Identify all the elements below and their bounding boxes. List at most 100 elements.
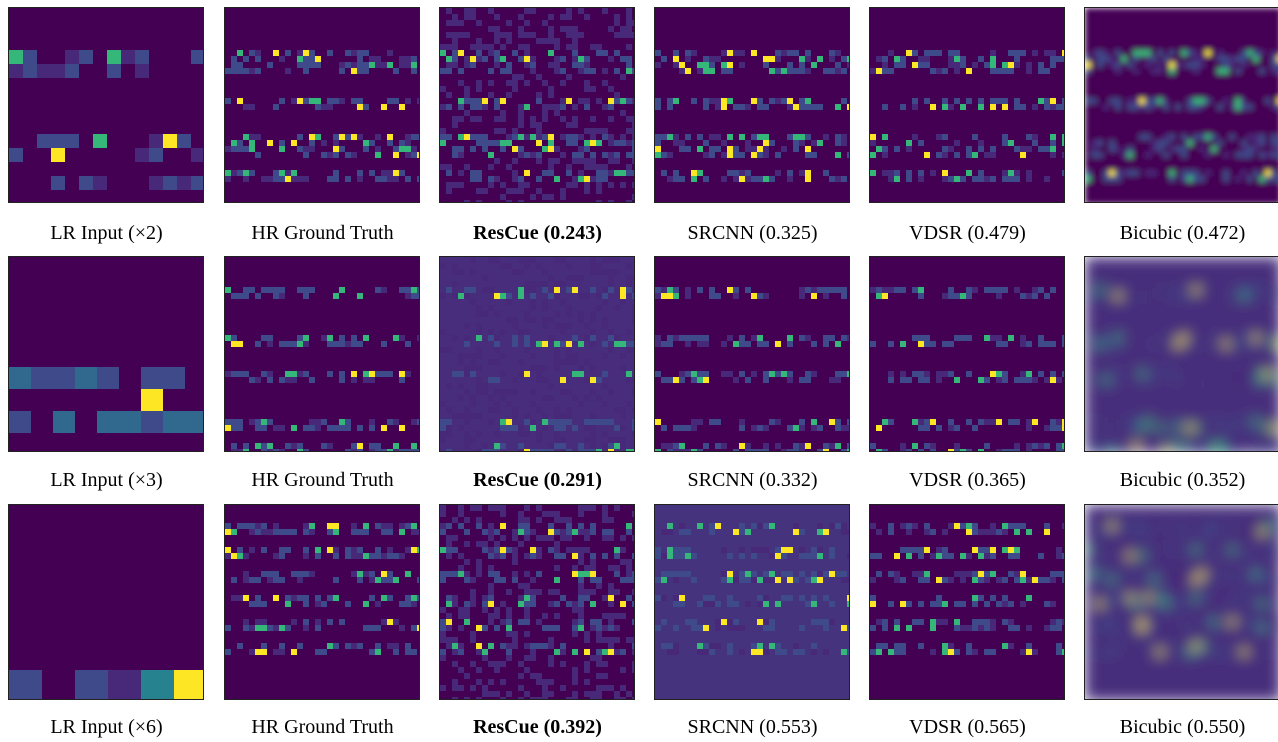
pixel — [1062, 649, 1064, 655]
pixel — [1235, 419, 1241, 425]
pixel — [799, 293, 805, 299]
pixel — [506, 691, 512, 697]
pixel — [225, 287, 231, 293]
pixel — [620, 26, 626, 32]
pixel — [805, 50, 811, 56]
pixel — [524, 595, 530, 601]
pixel — [572, 38, 578, 44]
pixel — [351, 68, 357, 74]
pixel — [405, 341, 411, 347]
pixel — [1014, 287, 1020, 293]
pixel — [560, 359, 566, 365]
pixel — [327, 443, 333, 449]
pixel — [560, 188, 566, 194]
pixel — [191, 148, 203, 162]
pixel — [446, 619, 452, 625]
heatmap-image — [655, 8, 849, 202]
pixel — [1050, 419, 1056, 425]
pixel — [369, 377, 375, 383]
pixel — [811, 104, 817, 110]
pixel — [488, 571, 494, 577]
pixel — [1002, 287, 1008, 293]
pixel — [1097, 619, 1103, 625]
pixel — [1109, 523, 1115, 529]
pixel — [590, 152, 596, 158]
pixel — [805, 68, 811, 74]
pixel — [799, 377, 805, 383]
pixel — [548, 383, 554, 389]
pixel — [984, 377, 990, 383]
pixel — [1044, 176, 1050, 182]
pixel — [1026, 377, 1032, 383]
pixel — [679, 68, 685, 74]
pixel — [715, 134, 721, 140]
pixel — [1139, 287, 1145, 293]
pixel — [566, 353, 572, 359]
pixel — [315, 56, 321, 62]
pixel — [1151, 68, 1157, 74]
pixel — [387, 619, 393, 625]
pixel — [345, 152, 351, 158]
pixel — [476, 104, 482, 110]
pixel — [399, 425, 405, 431]
pixel — [141, 670, 174, 699]
pixel — [876, 449, 882, 451]
pixel — [763, 62, 769, 68]
pixel — [1091, 146, 1097, 152]
pixel — [1032, 140, 1038, 146]
pixel — [530, 449, 536, 451]
pixel — [351, 371, 357, 377]
pixel — [608, 170, 614, 176]
pixel — [614, 565, 620, 571]
pixel — [417, 176, 419, 182]
pixel — [363, 50, 369, 56]
pixel — [739, 371, 745, 377]
pixel — [1139, 293, 1145, 299]
pixel — [470, 146, 476, 152]
pixel — [1103, 104, 1109, 110]
pixel — [1044, 146, 1050, 152]
pixel — [620, 110, 626, 116]
pixel — [470, 257, 476, 263]
pixel — [369, 425, 375, 431]
pixel — [948, 50, 954, 56]
pixel — [1085, 443, 1091, 449]
pixel — [572, 625, 578, 631]
pixel — [1127, 152, 1133, 158]
pixel — [1121, 152, 1127, 158]
pixel — [906, 523, 912, 529]
pixel — [763, 152, 769, 158]
pixel — [972, 529, 978, 535]
pixel — [93, 134, 107, 148]
pixel — [1271, 293, 1277, 299]
pixel — [882, 287, 888, 293]
pixel — [894, 287, 900, 293]
pixel — [518, 44, 524, 50]
pixel — [464, 541, 470, 547]
pixel — [823, 443, 829, 449]
pixel — [177, 176, 191, 190]
pixel — [697, 601, 703, 607]
pixel — [536, 188, 542, 194]
pixel — [990, 146, 996, 152]
pixel — [1008, 547, 1014, 553]
pixel — [506, 263, 512, 269]
pixel — [440, 68, 446, 74]
pixel — [1050, 571, 1056, 577]
pixel — [763, 134, 769, 140]
pixel — [291, 595, 297, 601]
pixel — [65, 50, 79, 64]
pixel — [1133, 595, 1139, 601]
pixel — [524, 571, 530, 577]
pixel — [679, 449, 685, 451]
pixel — [596, 655, 602, 661]
pixel — [1253, 443, 1259, 449]
pixel — [614, 505, 620, 511]
pixel — [1187, 523, 1193, 529]
pixel — [303, 523, 309, 529]
pixel — [309, 571, 315, 577]
pixel — [721, 104, 727, 110]
pixel — [739, 523, 745, 529]
pixel — [936, 152, 942, 158]
pixel — [560, 413, 566, 419]
